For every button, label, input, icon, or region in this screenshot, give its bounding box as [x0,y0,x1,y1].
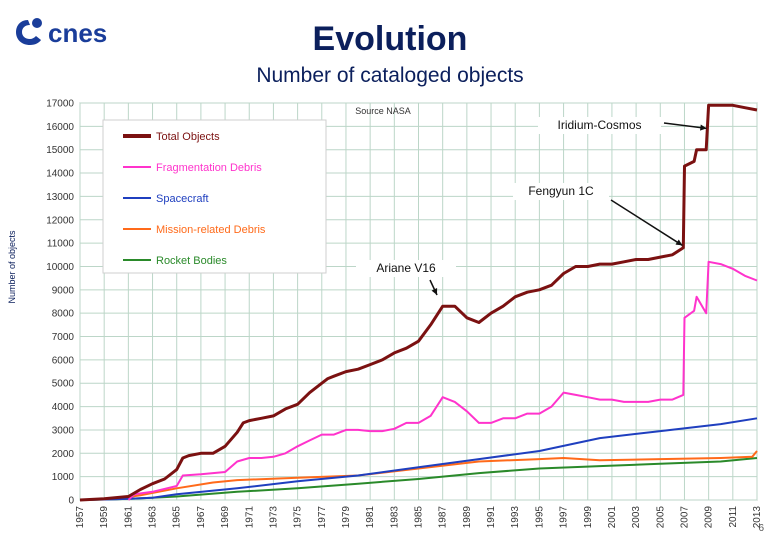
page-title: Evolution [312,20,468,58]
y-tick-label: 12000 [46,215,74,226]
x-tick-label: 1987 [438,506,449,529]
series-line-fragmentation [127,260,758,501]
x-tick-label: 1959 [99,506,110,529]
chart-annotations: Source NASA Iridium-Cosmos Fengyun 1C Arian… [355,106,707,296]
chart-axes: 0 1000 2000 3000 4000 5000 6000 7000 8000 9000 100… [46,99,763,529]
legend-label-fragmentation: Fragmentation Debris [156,162,262,174]
x-tick-label: 1961 [123,506,134,529]
x-tick-label: 1973 [268,506,279,529]
y-tick-label: 14000 [46,169,74,180]
page-subtitle: Number of cataloged objects [256,64,524,87]
annotation-arrow-fengyun [610,199,683,247]
x-tick-label: 1963 [148,506,159,529]
y-tick-label: 7000 [52,332,75,343]
x-tick-label: 1981 [365,506,376,529]
legend-label-rocket: Rocket Bodies [156,255,227,267]
x-tick-label: 1965 [172,506,183,529]
x-tick-label: 1971 [244,506,255,529]
annotation-label-ariane: Ariane V16 [376,261,436,275]
x-tick-label: 2003 [631,506,642,529]
cnes-logo-text: cnes [48,18,107,48]
x-tick-label: 1969 [220,506,231,529]
x-tick-label: 1997 [559,506,570,529]
x-tick-label: 1957 [75,506,86,529]
series-line-spacecraft [79,417,758,501]
page-number: 6 [758,523,764,534]
annotation-box-ariane [356,260,456,277]
y-tick-label: 9000 [52,285,75,296]
y-tick-label: 4000 [52,402,75,413]
x-tick-label: 1975 [293,506,304,529]
cnes-logo: cnes [16,18,107,48]
x-tick-label: 2001 [607,506,618,529]
y-tick-label: 6000 [52,355,75,366]
annotation-arrowhead-ariane [431,288,438,295]
x-tick-label: 1985 [414,506,425,529]
x-tick-label: 2013 [752,506,763,529]
y-tick-label: 11000 [47,239,75,250]
x-tick-label: 1983 [389,506,400,529]
x-tick-label: 2005 [655,506,666,529]
y-tick-label: 8000 [52,309,75,320]
y-tick-label: 15000 [46,145,74,156]
cnes-logo-icon [16,18,42,45]
y-tick-label: 10000 [46,262,74,273]
legend-label-mission: Mission-related Debris [156,224,266,236]
x-tick-label: 1977 [317,506,328,529]
annotation-box-fengyun [513,183,609,200]
x-tick-label: 2011 [728,506,739,528]
x-tick-label: 2007 [679,506,690,529]
chart-legend: Total Objects Fragmentation Debris Spacecr… [102,119,327,274]
x-tick-label: 1967 [196,506,207,529]
source-note: Source NASA [355,106,411,116]
x-tick-label: 2009 [704,506,715,529]
annotation-label-iridium: Iridium-Cosmos [557,118,641,132]
y-tick-label: 13000 [46,192,74,203]
y-tick-label: 0 [68,496,74,507]
x-tick-label: 1993 [510,506,521,529]
y-tick-label: 2000 [52,449,75,460]
x-tick-label: 1991 [486,506,497,529]
y-tick-label: 3000 [52,425,75,436]
series-line-mission [79,450,758,501]
annotation-arrow-iridium [663,122,707,130]
x-tick-label: 1979 [341,506,352,529]
x-tick-label: 1999 [583,506,594,529]
annotation-arrowhead-iridium [700,124,707,131]
annotation-arrowhead-fengyun [675,239,683,246]
annotation-box-iridium [538,117,661,134]
legend-label-spacecraft: Spacecraft [156,193,209,205]
legend-label-total: Total Objects [156,131,220,143]
y-tick-label: 5000 [52,379,75,390]
legend-box [102,119,327,274]
chart-series [79,103,758,502]
y-tick-label: 17000 [46,99,74,110]
annotation-label-fengyun: Fengyun 1C [528,184,594,198]
series-line-total [79,103,758,502]
x-tick-label: 1995 [534,506,545,529]
y-tick-label: 16000 [46,122,74,133]
y-tick-label: 1000 [52,472,75,483]
x-tick-label: 1989 [462,506,473,529]
